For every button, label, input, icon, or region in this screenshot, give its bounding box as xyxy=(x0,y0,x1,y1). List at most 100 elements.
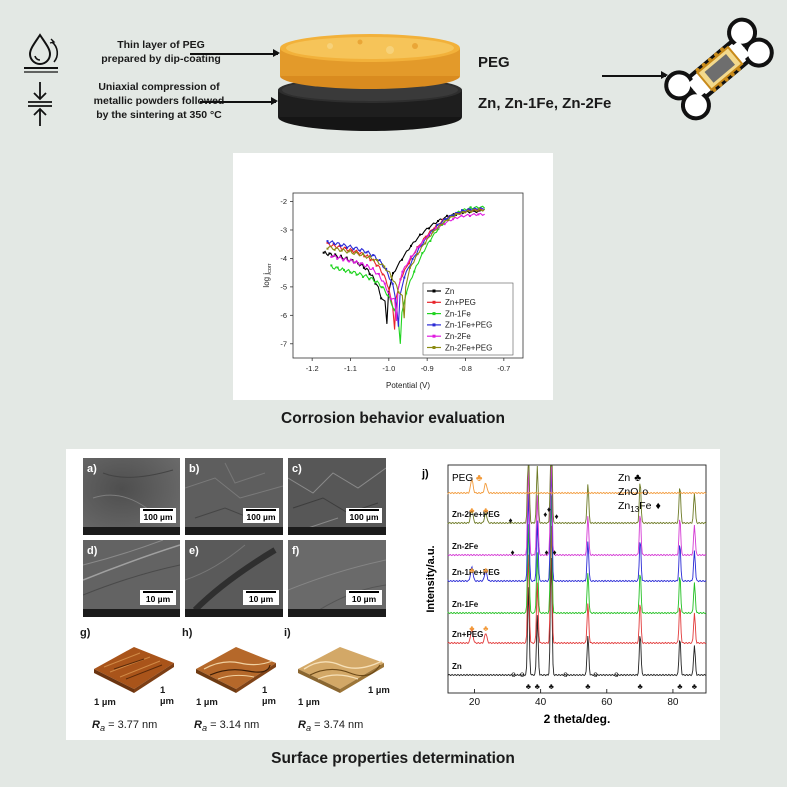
droplet-icon xyxy=(24,33,59,73)
xrd-series-label: Zn+PEG xyxy=(452,630,483,639)
xrd-legend-entry: ZnO o xyxy=(618,486,648,498)
series-point xyxy=(473,209,476,212)
sem-scale-bar: 10 µm xyxy=(346,590,382,605)
series-point xyxy=(369,259,372,262)
legend-marker xyxy=(432,289,436,293)
zno-peak-marker: o xyxy=(520,670,525,679)
step1-label: Thin layer of PEG prepared by dip-coatin… xyxy=(101,39,221,65)
zn-peak-marker: ♣ xyxy=(677,682,683,691)
peg-peak-marker: ♣ xyxy=(483,506,489,515)
series-point xyxy=(336,257,339,260)
series-point xyxy=(428,227,431,230)
series-point xyxy=(393,308,396,311)
series-point xyxy=(461,209,464,212)
series-point xyxy=(351,249,354,252)
series-point xyxy=(460,214,463,217)
series-point xyxy=(462,211,465,214)
series-point xyxy=(391,282,394,285)
series-point xyxy=(355,273,358,276)
sem-label: f) xyxy=(292,545,300,557)
series-point xyxy=(378,259,381,262)
series-point xyxy=(419,233,422,236)
zn13fe-peak-marker: ♦ xyxy=(508,516,512,525)
xrd-panel-label: j) xyxy=(421,468,429,480)
series-point xyxy=(433,227,436,230)
afm-label: i) xyxy=(284,627,291,639)
zn13fe-peak-marker: ♦ xyxy=(547,505,551,514)
series-point xyxy=(333,242,336,245)
series-point xyxy=(361,252,364,255)
series-point xyxy=(408,266,411,269)
afm-axis-x: 1 µm xyxy=(298,697,320,708)
series-point xyxy=(354,251,357,254)
series-point xyxy=(466,208,469,211)
y-tick-label: -2 xyxy=(280,197,287,206)
series-point xyxy=(334,253,337,256)
zn13fe-peak-marker: ♦ xyxy=(545,548,549,557)
series-line-Zn-2Fe xyxy=(331,212,485,322)
series-point xyxy=(401,270,404,273)
series-point xyxy=(446,214,449,217)
pellet-disks xyxy=(278,34,462,131)
zn13fe-peak-marker: ♦ xyxy=(543,510,547,519)
peg-peak-marker: ♣ xyxy=(483,566,489,575)
series-point xyxy=(375,264,378,267)
series-point xyxy=(340,249,343,252)
peg-layer-label: PEG xyxy=(478,54,510,71)
afm-axis-y: 1 µm xyxy=(160,685,174,707)
series-point xyxy=(330,264,333,267)
series-point xyxy=(454,213,457,216)
sem-scale-bar: 10 µm xyxy=(140,590,176,605)
series-point xyxy=(397,291,400,294)
afm-axis-x: 1 µm xyxy=(196,697,218,708)
roughness-value: Ra = 3.74 nm xyxy=(298,719,364,734)
series-point xyxy=(352,248,355,251)
zn-peak-marker: ♣ xyxy=(585,682,591,691)
afm-axis-x: 1 µm xyxy=(94,697,116,708)
series-point xyxy=(326,247,329,250)
legend-marker xyxy=(432,334,436,338)
series-point xyxy=(416,253,419,256)
series-point xyxy=(452,218,455,221)
series-point xyxy=(369,255,372,258)
polarization-chart: -1.2 -1.1 -1.0 -0.9 -0.8 -0.7 -2 -3 -4 -5 -6 -7 Pote… xyxy=(262,192,524,390)
series-point xyxy=(328,252,331,255)
series-point xyxy=(342,259,345,262)
series-point xyxy=(441,218,444,221)
series-point xyxy=(424,242,427,245)
sem-scale-bar: 100 µm xyxy=(140,508,176,523)
xrd-x-tick-label: 60 xyxy=(601,697,613,708)
y-tick-label: -6 xyxy=(280,311,287,320)
x-tick-label: -1.1 xyxy=(344,364,357,373)
sem-label: b) xyxy=(189,463,200,475)
sem-label: e) xyxy=(189,545,199,557)
series-point xyxy=(437,220,440,223)
series-line-Zn-2Fe+PEG xyxy=(327,208,486,319)
xrd-legend-peg: PEG ♣ xyxy=(452,473,483,484)
series-point xyxy=(362,266,365,269)
series-point xyxy=(360,262,363,265)
xrd-x-tick-label: 40 xyxy=(535,697,547,708)
series-point xyxy=(443,223,446,226)
series-point xyxy=(368,273,371,276)
series-point xyxy=(348,260,351,263)
series-point xyxy=(374,282,377,285)
series-point xyxy=(339,244,342,247)
xrd-frame xyxy=(447,464,707,694)
series-point xyxy=(452,214,455,217)
series-point xyxy=(339,254,342,257)
sem-scale-bar: 10 µm xyxy=(243,590,279,605)
corrosion-panel: -1.2 -1.1 -1.0 -0.9 -0.8 -0.7 -2 -3 -4 -5 -6 -7 Pote… xyxy=(233,153,553,400)
series-point xyxy=(411,257,414,260)
peg-peak-marker: ♣ xyxy=(469,624,475,633)
zno-peak-marker: o xyxy=(563,670,568,679)
legend-label: Zn-2Fe+PEG xyxy=(445,343,492,352)
afm-axis-y: 1 µm xyxy=(262,685,276,707)
series-point xyxy=(405,292,408,295)
zno-peak-marker: o xyxy=(593,670,598,679)
series-point xyxy=(387,287,390,290)
step1-arrow xyxy=(190,50,280,56)
series-point xyxy=(401,258,404,261)
series-point xyxy=(346,246,349,249)
sem-label: d) xyxy=(87,545,98,557)
